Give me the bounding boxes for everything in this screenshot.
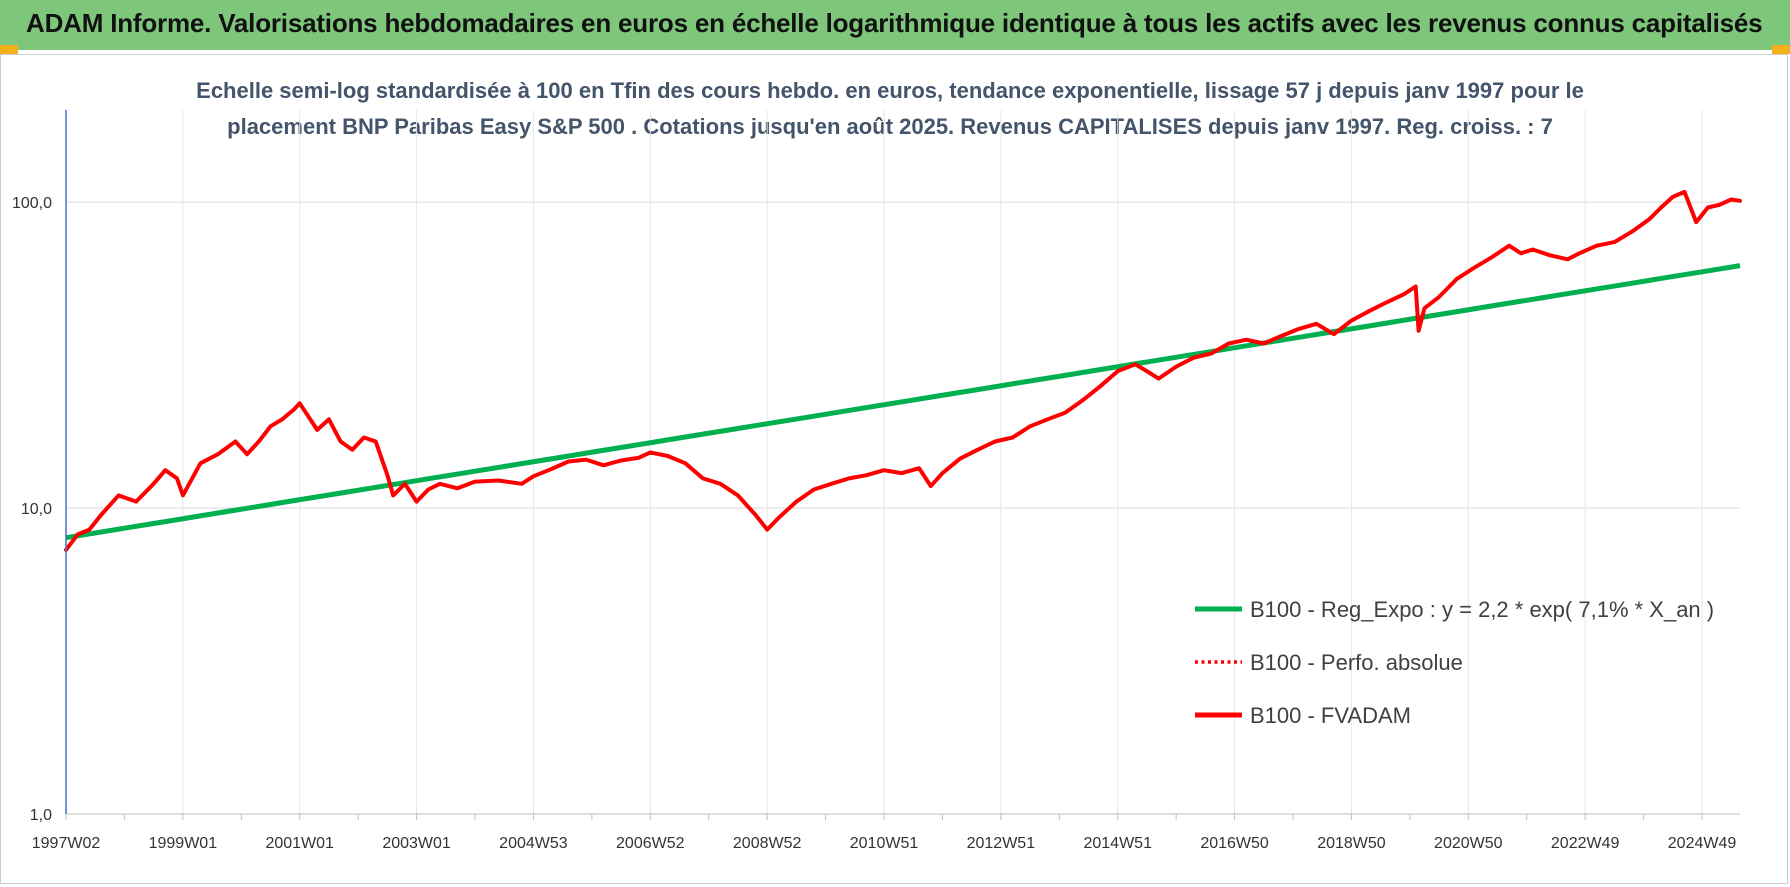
legend: B100 - Reg_Expo : y = 2,2 * exp( 7,1% * … [1195, 597, 1714, 728]
chart-frame [0, 54, 1788, 884]
x-axis-ticks: 1997W02 1999W01 2001W01 2003W01 2004W53 2006W… [32, 814, 1737, 852]
legend-item-perfo: B100 - Perfo. absolue [1195, 650, 1463, 675]
x-tick-label: 2006W52 [616, 835, 685, 852]
x-tick-label: 1999W01 [149, 835, 218, 852]
report-title: ADAM Informe. Valorisations hebdomadaire… [26, 8, 1763, 38]
x-tick-label: 2001W01 [265, 835, 334, 852]
x-tick-label: 2016W50 [1200, 835, 1269, 852]
y-tick-label: 1,0 [30, 807, 52, 824]
legend-label-fvadam: B100 - FVADAM [1250, 703, 1411, 728]
grid [65, 110, 1740, 815]
x-tick-label: 2020W50 [1434, 835, 1503, 852]
legend-item-regression: B100 - Reg_Expo : y = 2,2 * exp( 7,1% * … [1195, 597, 1714, 622]
series-line-fvadam [64, 189, 1742, 552]
x-tick-label: 2024W49 [1668, 835, 1737, 852]
corner-accent-right [1772, 45, 1790, 54]
chart-subtitle-line2: placement BNP Paribas Easy S&P 500 . Cot… [227, 114, 1553, 139]
legend-label-perfo: B100 - Perfo. absolue [1250, 650, 1463, 675]
chart-subtitle-line1: Echelle semi-log standardisée à 100 en T… [196, 78, 1584, 103]
x-tick-label: 2022W49 [1551, 835, 1620, 852]
x-tick-label: 2003W01 [382, 835, 451, 852]
y-tick-label: 10,0 [21, 501, 52, 518]
x-tick-label: 2008W52 [733, 835, 802, 852]
series-group [64, 189, 1742, 552]
x-tick-label: 2018W50 [1317, 835, 1386, 852]
y-axis-ticks: 1,0 10,0 100,0 [12, 195, 52, 824]
x-tick-label: 2004W53 [499, 835, 568, 852]
corner-accent-left [0, 45, 18, 54]
x-tick-label: 2010W51 [850, 835, 919, 852]
x-tick-label: 2012W51 [967, 835, 1036, 852]
series-line-regression [65, 263, 1741, 541]
x-tick-label: 2014W51 [1083, 835, 1152, 852]
legend-item-fvadam: B100 - FVADAM [1195, 703, 1411, 728]
report-header: ADAM Informe. Valorisations hebdomadaire… [0, 0, 1790, 50]
x-tick-label: 1997W02 [32, 835, 101, 852]
y-tick-label: 100,0 [12, 195, 52, 212]
legend-label-regression: B100 - Reg_Expo : y = 2,2 * exp( 7,1% * … [1250, 597, 1714, 622]
